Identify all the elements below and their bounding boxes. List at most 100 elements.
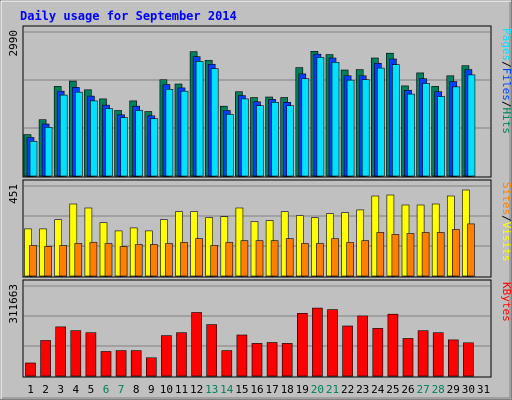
bar-sites-day-9: [150, 244, 158, 277]
y-max-label: 451: [7, 184, 20, 204]
legend-entry: /: [500, 215, 512, 222]
bar-pages-day-12: [195, 61, 204, 177]
panel-visits-sites: 451 Sites/Visits: [7, 179, 512, 278]
bar-pages-day-21: [331, 61, 340, 177]
bar-pages-day-10: [165, 89, 174, 177]
bar-kbytes-day-25: [387, 313, 399, 377]
bar-kbytes-day-10: [161, 335, 172, 377]
x-tick-label: 25: [386, 383, 399, 396]
bar-sites-day-5: [89, 242, 98, 277]
bar-kbytes-day-13: [206, 324, 217, 377]
bar-sites-day-3: [59, 245, 68, 277]
bar-sites-day-21: [331, 238, 339, 277]
bar-kbytes-day-5: [85, 332, 97, 377]
bar-sites-day-6: [104, 243, 113, 277]
bar-kbytes-day-23: [357, 315, 369, 377]
bar-kbytes-day-11: [176, 332, 187, 377]
bar-sites-day-7: [119, 246, 128, 277]
bar-kbytes-day-2: [40, 340, 51, 377]
x-tick-label: 1: [27, 383, 34, 396]
series-legend: KBytes: [500, 282, 512, 322]
bar-pages-day-15: [241, 98, 249, 177]
bar-sites-day-26: [406, 233, 415, 277]
x-tick-label: 22: [341, 383, 354, 396]
bar-kbytes-day-29: [447, 339, 459, 377]
legend-entry: Sites: [500, 182, 512, 215]
bar-sites-day-13: [210, 245, 218, 277]
x-tick-label: 21: [326, 383, 339, 396]
bar-pages-day-22: [346, 79, 355, 177]
bar-pages-day-20: [316, 57, 325, 177]
x-tick-label: 23: [356, 383, 369, 396]
bar-kbytes-day-24: [372, 328, 384, 377]
bar-pages-day-17: [271, 102, 279, 177]
legend-entry: Pages: [500, 28, 512, 61]
bar-pages-day-8: [135, 110, 143, 177]
legend-entry: /: [500, 101, 512, 108]
bar-kbytes-day-27: [417, 330, 429, 377]
bar-sites-day-17: [270, 240, 279, 277]
bar-pages-day-27: [422, 83, 430, 177]
bar-pages-day-16: [256, 105, 264, 177]
bar-kbytes-day-28: [432, 332, 444, 377]
bar-sites-day-15: [240, 240, 249, 277]
bar-pages-day-28: [437, 96, 446, 177]
legend-entry: KBytes: [500, 282, 512, 322]
bar-kbytes-day-7: [115, 350, 127, 377]
bar-sites-day-29: [451, 229, 460, 277]
bar-sites-day-12: [195, 238, 203, 277]
bar-sites-day-20: [316, 243, 324, 277]
bar-pages-day-30: [467, 74, 476, 177]
bar-kbytes-day-4: [70, 330, 82, 377]
bar-sites-day-25: [391, 234, 400, 277]
x-tick-label: 20: [311, 383, 324, 396]
legend-entry: /: [500, 61, 512, 68]
x-tick-label: 30: [462, 383, 475, 396]
bar-visits-day-5: [84, 207, 93, 277]
x-tick-label: 3: [57, 383, 64, 396]
x-tick-label: 9: [148, 383, 155, 396]
bar-kbytes-day-1: [25, 362, 36, 377]
bar-pages-day-29: [452, 86, 461, 177]
x-tick-label: 10: [160, 383, 173, 396]
bar-sites-day-30: [467, 223, 475, 277]
bar-sites-day-2: [44, 246, 52, 277]
bar-pages-day-13: [210, 68, 219, 177]
x-tick-label: 15: [235, 383, 248, 396]
bar-kbytes-day-17: [266, 342, 278, 377]
bar-kbytes-day-30: [463, 342, 474, 377]
bar-kbytes-day-3: [55, 326, 67, 377]
bar-kbytes-day-19: [296, 312, 308, 377]
legend-entry: Hits: [500, 108, 512, 135]
bar-sites-day-4: [74, 243, 83, 277]
bar-sites-day-10: [165, 243, 173, 277]
bar-pages-day-14: [226, 114, 234, 177]
bar-pages-day-6: [105, 108, 113, 177]
x-tick-label: 5: [88, 383, 95, 396]
x-tick-label: 13: [205, 383, 218, 396]
bar-pages-day-19: [301, 78, 310, 177]
x-tick-label: 11: [175, 383, 188, 396]
bar-sites-day-8: [134, 244, 143, 277]
x-tick-label: 26: [401, 383, 414, 396]
bar-sites-day-23: [361, 240, 370, 277]
bar-sites-day-1: [29, 245, 37, 277]
series-legend: Pages/Files/Hits: [500, 28, 512, 134]
x-tick-label: 31: [477, 383, 490, 396]
bar-pages-day-25: [392, 64, 400, 177]
x-tick-label: 19: [296, 383, 309, 396]
bar-kbytes-day-22: [342, 325, 353, 377]
bar-pages-day-7: [120, 117, 128, 177]
x-tick-label: 6: [103, 383, 110, 396]
bar-kbytes-day-12: [191, 312, 202, 377]
bar-sites-day-16: [255, 240, 264, 277]
bar-pages-day-11: [180, 90, 189, 177]
x-tick-label: 8: [133, 383, 140, 396]
bar-kbytes-day-21: [327, 309, 338, 377]
bar-sites-day-11: [180, 242, 188, 277]
x-tick-label: 24: [371, 383, 385, 396]
bar-kbytes-day-26: [402, 338, 414, 377]
bar-pages-day-3: [59, 94, 68, 177]
panel-kbytes: 311663 KBytes: [7, 279, 512, 378]
